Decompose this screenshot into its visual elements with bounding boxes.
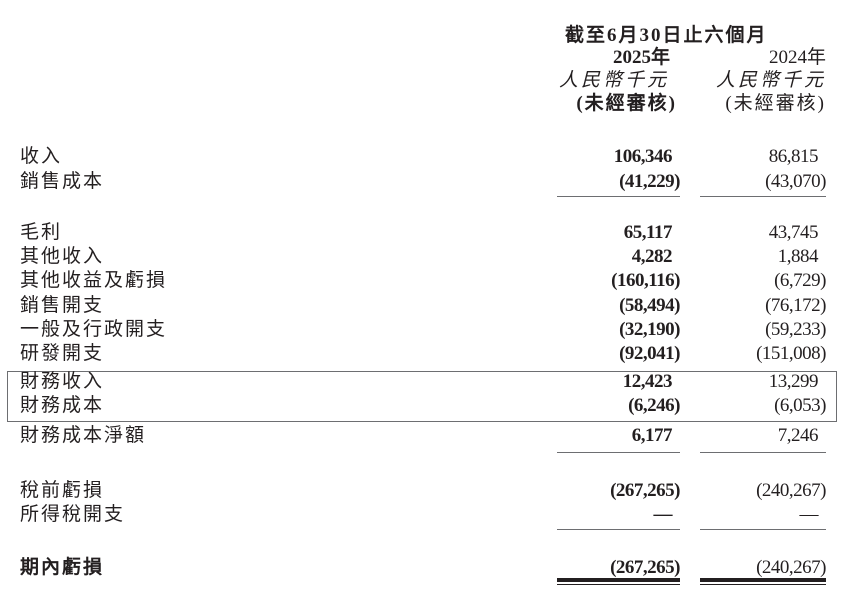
subtotal-rule [700, 452, 826, 453]
value-2025: 6,177 [631, 425, 673, 446]
row-label: 一般及行政開支 [20, 319, 168, 340]
subtotal-rule [700, 529, 826, 530]
value-2025: (92,041) [619, 343, 680, 364]
value-2024: 43,745 [768, 222, 819, 243]
table-row: 其他收益及虧損 (160,116) (6,729) [0, 269, 857, 293]
total-double-rule [557, 584, 680, 585]
table-row: 其他收入 4,282 1,884 [0, 245, 857, 269]
row-label: 銷售成本 [20, 171, 105, 192]
row-label: 財務成本淨額 [20, 425, 147, 446]
subtotal-rule [557, 529, 680, 530]
value-2024: (6,729) [774, 270, 826, 291]
row-label: 財務收入 [20, 371, 105, 392]
table-row: 稅前虧損 (267,265) (240,267) [0, 479, 857, 503]
value-2025: (267,265) [610, 480, 680, 501]
table-row: 期內虧損 (267,265) (240,267) [0, 556, 857, 580]
row-label: 財務成本 [20, 395, 105, 416]
currency-2025: 人民幣千元 [558, 70, 669, 91]
value-2024: (240,267) [756, 480, 826, 501]
table-row: 毛利 65,117 43,745 [0, 221, 857, 245]
subtotal-rule [700, 196, 826, 197]
value-2025: (6,246) [628, 395, 680, 416]
table-row: 研發開支 (92,041) (151,008) [0, 342, 857, 366]
value-2024: (76,172) [765, 295, 826, 316]
value-2025: 12,423 [622, 371, 673, 392]
table-row: 收入 106,346 86,815 [0, 145, 857, 169]
value-2025: 65,117 [623, 222, 673, 243]
row-label: 期內虧損 [20, 557, 105, 578]
value-2025: 106,346 [613, 146, 673, 167]
row-label: 研發開支 [20, 343, 105, 364]
row-label: 稅前虧損 [20, 480, 105, 501]
row-label: 銷售開支 [20, 295, 105, 316]
value-2025: (160,116) [611, 270, 680, 291]
value-2024: 86,815 [768, 146, 819, 167]
table-row: 財務成本 (6,246) (6,053) [0, 394, 857, 418]
audit-2024: (未經審核) [725, 93, 826, 114]
table-row: 所得稅開支 — — [0, 503, 857, 527]
value-2024: (240,267) [756, 557, 826, 578]
total-double-rule [700, 584, 826, 585]
subtotal-rule [557, 452, 680, 453]
period-header: 截至6月30日止六個月 [565, 25, 768, 46]
year-2024-header: 2024年 [768, 47, 826, 68]
table-row: 財務成本淨額 6,177 7,246 [0, 424, 857, 448]
finance-items-box [7, 371, 837, 422]
value-2024: (6,053) [774, 395, 826, 416]
value-2025: (267,265) [610, 557, 680, 578]
row-label: 其他收益及虧損 [20, 270, 168, 291]
audit-2025: (未經審核) [576, 93, 677, 114]
year-2025-header: 2025年 [612, 47, 670, 68]
currency-2024: 人民幣千元 [715, 70, 826, 91]
subtotal-rule [557, 196, 680, 197]
table-row: 財務收入 12,423 13,299 [0, 370, 857, 394]
table-row: 一般及行政開支 (32,190) (59,233) [0, 318, 857, 342]
value-2024: 13,299 [768, 371, 819, 392]
value-2024: 1,884 [777, 246, 819, 267]
total-double-rule [557, 578, 680, 582]
row-label: 其他收入 [20, 246, 105, 267]
value-2025: (32,190) [619, 319, 680, 340]
table-row: 銷售成本 (41,229) (43,070) [0, 170, 857, 194]
value-2025: — [653, 504, 673, 525]
value-2024: (151,008) [756, 343, 826, 364]
value-2025: (41,229) [619, 171, 680, 192]
row-label: 收入 [20, 146, 63, 167]
value-2024: (43,070) [765, 171, 826, 192]
value-2024: — [799, 504, 819, 525]
total-double-rule [700, 578, 826, 582]
row-label: 毛利 [20, 222, 63, 243]
value-2025: 4,282 [631, 246, 673, 267]
value-2025: (58,494) [619, 295, 680, 316]
row-label: 所得稅開支 [20, 504, 126, 525]
value-2024: 7,246 [777, 425, 819, 446]
value-2024: (59,233) [765, 319, 826, 340]
table-row: 銷售開支 (58,494) (76,172) [0, 294, 857, 318]
